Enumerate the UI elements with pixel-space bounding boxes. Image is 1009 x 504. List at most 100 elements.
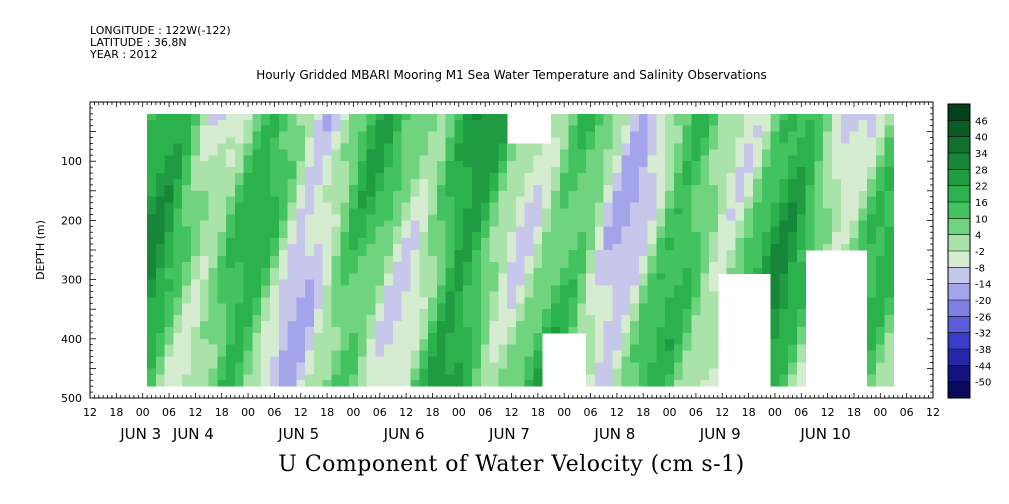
heatmap-cell: [612, 196, 622, 204]
heatmap-cell: [164, 267, 174, 275]
heatmap-cell: [875, 267, 886, 275]
heatmap-cell: [752, 267, 763, 275]
heatmap-cell: [673, 279, 684, 286]
heatmap-cell: [190, 344, 201, 352]
heatmap-cell: [533, 190, 543, 198]
heatmap-cell: [568, 226, 578, 233]
heatmap-cell: [779, 285, 789, 292]
heatmap-cell: [700, 368, 710, 375]
heatmap-cell: [638, 279, 649, 286]
heatmap-cell: [805, 155, 815, 162]
heatmap-cell: [164, 273, 174, 280]
heatmap-cell: [164, 255, 174, 263]
heatmap-cell: [366, 291, 376, 298]
heatmap-cell: [471, 184, 482, 192]
heatmap-cell: [252, 285, 262, 292]
heatmap-cell: [349, 137, 359, 144]
heatmap-cell: [779, 238, 789, 245]
heatmap-cell: [796, 202, 807, 209]
heatmap-cell: [480, 267, 490, 275]
heatmap-cell: [788, 238, 798, 245]
heatmap-cell: [726, 125, 736, 132]
heatmap-cell: [709, 244, 719, 251]
heatmap-cell: [489, 285, 499, 292]
heatmap-cell: [612, 326, 622, 334]
heatmap-cell: [349, 368, 359, 375]
heatmap-cell: [498, 261, 508, 269]
heatmap-cell: [331, 321, 341, 328]
heatmap-cell: [278, 125, 288, 132]
heatmap-cell: [384, 173, 394, 180]
heatmap-cell: [226, 326, 236, 334]
heatmap-cell: [673, 178, 684, 186]
heatmap-cell: [665, 208, 675, 215]
heatmap-cell: [331, 291, 341, 298]
heatmap-cell: [278, 291, 288, 298]
heatmap-cell: [155, 279, 166, 286]
heatmap-cell: [357, 297, 368, 304]
heatmap-cell: [612, 303, 622, 310]
heatmap-cell: [278, 137, 288, 144]
heatmap-cell: [234, 119, 245, 127]
heatmap-cell: [533, 202, 543, 209]
heatmap-cell: [586, 214, 596, 221]
heatmap-cell: [199, 368, 209, 375]
heatmap-cell: [375, 244, 385, 251]
heatmap-cell: [190, 155, 201, 162]
heatmap-cell: [305, 178, 315, 186]
heatmap-cell: [673, 344, 684, 352]
heatmap-cell: [436, 119, 447, 127]
heatmap-cell: [524, 161, 534, 168]
heatmap-cell: [700, 380, 710, 387]
heatmap-cell: [832, 137, 842, 144]
heatmap-cell: [796, 291, 807, 298]
heatmap-cell: [480, 273, 490, 280]
heatmap-cell: [647, 232, 657, 239]
colorbar-label: 10: [975, 214, 988, 225]
heatmap-cell: [147, 267, 157, 275]
heatmap-cell: [717, 244, 728, 251]
heatmap-cell: [410, 303, 420, 310]
heatmap-cell: [533, 321, 543, 328]
heatmap-cell: [542, 184, 552, 192]
heatmap-cell: [559, 291, 569, 298]
heatmap-cell: [234, 368, 245, 375]
heatmap-cell: [823, 178, 833, 186]
heatmap-cell: [182, 173, 192, 180]
heatmap-cell: [190, 113, 201, 121]
heatmap-cell: [278, 362, 288, 369]
heatmap-cell: [691, 344, 701, 352]
heatmap-cell: [682, 338, 692, 346]
heatmap-cell: [261, 344, 271, 352]
x-tick-label: 12: [821, 406, 835, 419]
heatmap-cell: [384, 161, 394, 168]
heatmap-cell: [744, 155, 754, 162]
heatmap-cell: [287, 178, 297, 186]
heatmap-cell: [454, 332, 464, 340]
heatmap-cell: [638, 161, 649, 168]
heatmap-cell: [270, 155, 280, 162]
heatmap-cell: [875, 143, 886, 150]
heatmap-cell: [331, 374, 341, 381]
heatmap-cell: [182, 178, 192, 186]
heatmap-cell: [384, 285, 394, 292]
heatmap-cell: [454, 267, 464, 275]
heatmap-cell: [840, 178, 850, 186]
heatmap-cell: [366, 315, 376, 322]
heatmap-cell: [340, 279, 350, 286]
heatmap-cell: [226, 321, 236, 328]
heatmap-cell: [296, 208, 306, 215]
heatmap-cell: [190, 350, 201, 357]
heatmap-cell: [533, 143, 543, 150]
heatmap-cell: [147, 374, 157, 381]
heatmap-cell: [524, 261, 534, 269]
heatmap-cell: [524, 178, 534, 186]
heatmap-cell: [261, 196, 271, 204]
heatmap-cell: [208, 315, 218, 322]
heatmap-cell: [612, 315, 622, 322]
heatmap-cell: [401, 226, 411, 233]
heatmap-cell: [630, 332, 640, 340]
heatmap-cell: [621, 173, 631, 180]
heatmap-cell: [621, 309, 631, 316]
heatmap-cell: [665, 297, 675, 304]
